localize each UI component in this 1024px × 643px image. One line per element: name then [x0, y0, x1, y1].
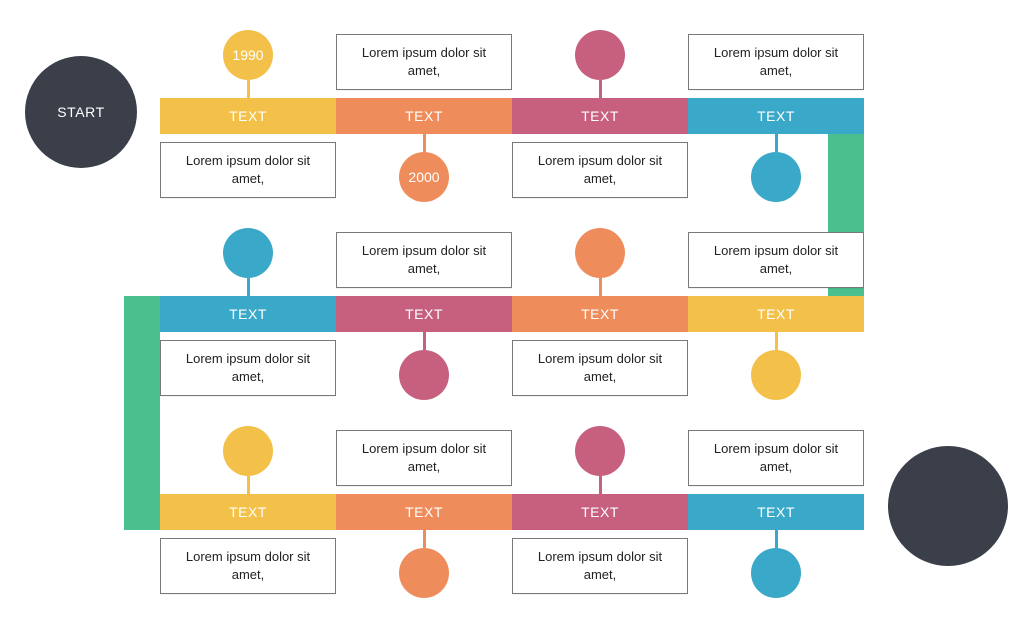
textbox-text: Lorem ipsum dolor sit amet,	[699, 44, 853, 79]
textbox-text: Lorem ipsum dolor sit amet,	[523, 548, 677, 583]
bar-label: TEXT	[229, 504, 267, 520]
timeline-circle-r0-c2	[575, 30, 625, 80]
timeline-bar-r0-c3: TEXT	[688, 98, 864, 134]
timeline-circle-r0-c3	[751, 152, 801, 202]
textbox-text: Lorem ipsum dolor sit amet,	[699, 242, 853, 277]
circle-stem	[775, 134, 778, 152]
bar-label: TEXT	[405, 108, 443, 124]
textbox-text: Lorem ipsum dolor sit amet,	[347, 242, 501, 277]
timeline-bar-r2-c2: TEXT	[512, 494, 688, 530]
timeline-textbox-r2-c0: Lorem ipsum dolor sit amet,	[160, 538, 336, 594]
circle-stem	[423, 134, 426, 152]
bar-label: TEXT	[405, 504, 443, 520]
circle-stem	[775, 530, 778, 548]
timeline-circle-r2-c1	[399, 548, 449, 598]
circle-stem	[247, 80, 250, 98]
timeline-bar-r0-c0: TEXT	[160, 98, 336, 134]
timeline-circle-r2-c3	[751, 548, 801, 598]
timeline-bar-r1-c0: TEXT	[160, 296, 336, 332]
circle-stem	[423, 332, 426, 350]
start-node: START	[25, 56, 137, 168]
textbox-text: Lorem ipsum dolor sit amet,	[347, 440, 501, 475]
timeline-circle-r2-c0	[223, 426, 273, 476]
circle-stem	[247, 476, 250, 494]
bar-label: TEXT	[229, 306, 267, 322]
bar-label: TEXT	[581, 108, 619, 124]
circle-stem	[599, 476, 602, 494]
textbox-text: Lorem ipsum dolor sit amet,	[171, 548, 325, 583]
bar-label: TEXT	[757, 108, 795, 124]
timeline-circle-r1-c1	[399, 350, 449, 400]
circle-label: 2000	[408, 169, 439, 185]
timeline-infographic: TEXT 1990 Lorem ipsum dolor sit amet, TEXT 2…	[0, 0, 1024, 643]
timeline-textbox-r1-c1: Lorem ipsum dolor sit amet,	[336, 232, 512, 288]
circle-stem	[775, 332, 778, 350]
timeline-textbox-r0-c2: Lorem ipsum dolor sit amet,	[512, 142, 688, 198]
timeline-textbox-r0-c3: Lorem ipsum dolor sit amet,	[688, 34, 864, 90]
circle-stem	[247, 278, 250, 296]
timeline-bar-r2-c1: TEXT	[336, 494, 512, 530]
timeline-textbox-r0-c0: Lorem ipsum dolor sit amet,	[160, 142, 336, 198]
timeline-textbox-r2-c1: Lorem ipsum dolor sit amet,	[336, 430, 512, 486]
timeline-bar-r1-c1: TEXT	[336, 296, 512, 332]
circle-stem	[423, 530, 426, 548]
timeline-textbox-r2-c3: Lorem ipsum dolor sit amet,	[688, 430, 864, 486]
timeline-circle-r1-c2	[575, 228, 625, 278]
timeline-textbox-r1-c2: Lorem ipsum dolor sit amet,	[512, 340, 688, 396]
timeline-textbox-r0-c1: Lorem ipsum dolor sit amet,	[336, 34, 512, 90]
bar-label: TEXT	[405, 306, 443, 322]
timeline-textbox-r1-c0: Lorem ipsum dolor sit amet,	[160, 340, 336, 396]
bar-label: TEXT	[757, 504, 795, 520]
timeline-circle-r1-c3	[751, 350, 801, 400]
timeline-bar-r0-c2: TEXT	[512, 98, 688, 134]
textbox-text: Lorem ipsum dolor sit amet,	[171, 152, 325, 187]
timeline-circle-r0-c0: 1990	[223, 30, 273, 80]
textbox-text: Lorem ipsum dolor sit amet,	[347, 44, 501, 79]
bar-label: TEXT	[581, 504, 619, 520]
bar-label: TEXT	[229, 108, 267, 124]
circle-stem	[599, 278, 602, 296]
timeline-textbox-r1-c3: Lorem ipsum dolor sit amet,	[688, 232, 864, 288]
bar-label: TEXT	[757, 306, 795, 322]
timeline-bar-r1-c3: TEXT	[688, 296, 864, 332]
timeline-bar-r0-c1: TEXT	[336, 98, 512, 134]
start-label: START	[57, 104, 105, 120]
textbox-text: Lorem ipsum dolor sit amet,	[523, 152, 677, 187]
textbox-text: Lorem ipsum dolor sit amet,	[523, 350, 677, 385]
timeline-textbox-r2-c2: Lorem ipsum dolor sit amet,	[512, 538, 688, 594]
timeline-circle-r1-c0	[223, 228, 273, 278]
timeline-bar-r2-c0: TEXT	[160, 494, 336, 530]
timeline-bar-r1-c2: TEXT	[512, 296, 688, 332]
textbox-text: Lorem ipsum dolor sit amet,	[699, 440, 853, 475]
textbox-text: Lorem ipsum dolor sit amet,	[171, 350, 325, 385]
bar-label: TEXT	[581, 306, 619, 322]
connector-left-1	[124, 296, 160, 530]
timeline-circle-r0-c1: 2000	[399, 152, 449, 202]
circle-label: 1990	[232, 47, 263, 63]
timeline-bar-r2-c3: TEXT	[688, 494, 864, 530]
end-node	[888, 446, 1008, 566]
timeline-circle-r2-c2	[575, 426, 625, 476]
circle-stem	[599, 80, 602, 98]
